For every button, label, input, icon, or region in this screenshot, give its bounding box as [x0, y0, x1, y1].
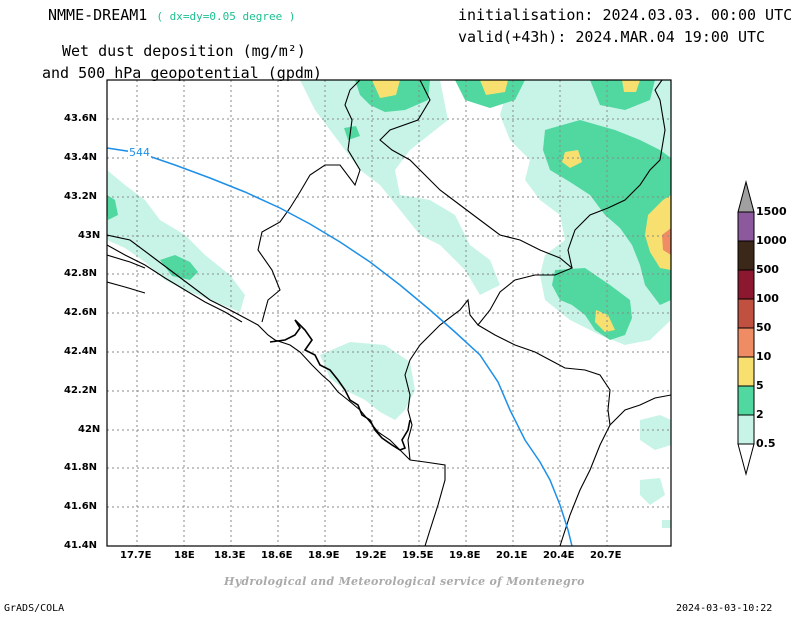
lat-label: 42.6N [64, 307, 98, 318]
lat-label: 42.2N [64, 385, 98, 396]
lat-label: 41.6N [64, 501, 98, 512]
lat-label: 43N [78, 230, 101, 241]
model-title: NMME-DREAM1 ( dx=dy=0.05 degree ) [48, 6, 295, 24]
field-title-line1: Wet dust deposition (mg/m²) [62, 42, 306, 60]
lon-label: 18.6E [261, 550, 293, 561]
lon-label: 19.5E [402, 550, 434, 561]
model-name: NMME-DREAM1 [48, 6, 148, 24]
legend-label: 100 [756, 292, 779, 305]
legend-label: 500 [756, 263, 779, 276]
legend-label: 1000 [756, 234, 787, 247]
lat-label: 43.2N [64, 191, 98, 202]
init-time: initialisation: 2024.03.03. 00:00 UTC [458, 6, 793, 24]
lat-label: 42.4N [64, 346, 98, 357]
lon-label: 19.2E [355, 550, 387, 561]
lon-label: 18.9E [308, 550, 340, 561]
lon-label: 17.7E [120, 550, 152, 561]
legend-colorbar [737, 180, 755, 476]
lon-label: 18E [174, 550, 195, 561]
contour-label: 544 [128, 146, 151, 159]
legend-label: 5 [756, 379, 764, 392]
lon-label: 20.1E [496, 550, 528, 561]
legend-top-triangle [737, 180, 755, 213]
lat-label: 42N [78, 424, 101, 435]
geopotential-contour-line [107, 147, 573, 546]
lat-label: 41.8N [64, 462, 98, 473]
lat-label: 43.4N [64, 152, 98, 163]
legend-label: 1500 [756, 205, 787, 218]
grads-credit: GrADS/COLA [4, 603, 65, 614]
legend-label: 0.5 [756, 437, 776, 450]
legend-label: 2 [756, 408, 764, 421]
render-timestamp: 2024-03-03-10:22 [676, 603, 773, 614]
legend-label: 50 [756, 321, 772, 334]
credit-text: Hydrological and Meteorological service … [224, 575, 585, 588]
valid-time: valid(+43h): 2024.MAR.04 19:00 UTC [458, 28, 766, 46]
legend-label: 10 [756, 350, 772, 363]
lon-label: 18.3E [214, 550, 246, 561]
lat-label: 41.4N [64, 540, 98, 551]
lon-label: 20.7E [590, 550, 622, 561]
graticule [107, 80, 671, 546]
lat-label: 42.8N [64, 268, 98, 279]
lat-label: 43.6N [64, 113, 98, 124]
legend-bottom-triangle [737, 443, 755, 476]
lon-label: 19.8E [449, 550, 481, 561]
map-frame [106, 79, 672, 547]
field-title-line2: and 500 hPa geopotential (gpdm) [42, 64, 322, 82]
lake-outline [269, 319, 411, 451]
lon-label: 20.4E [543, 550, 575, 561]
borders [107, 80, 671, 546]
resolution-note: ( dx=dy=0.05 degree ) [156, 10, 296, 23]
